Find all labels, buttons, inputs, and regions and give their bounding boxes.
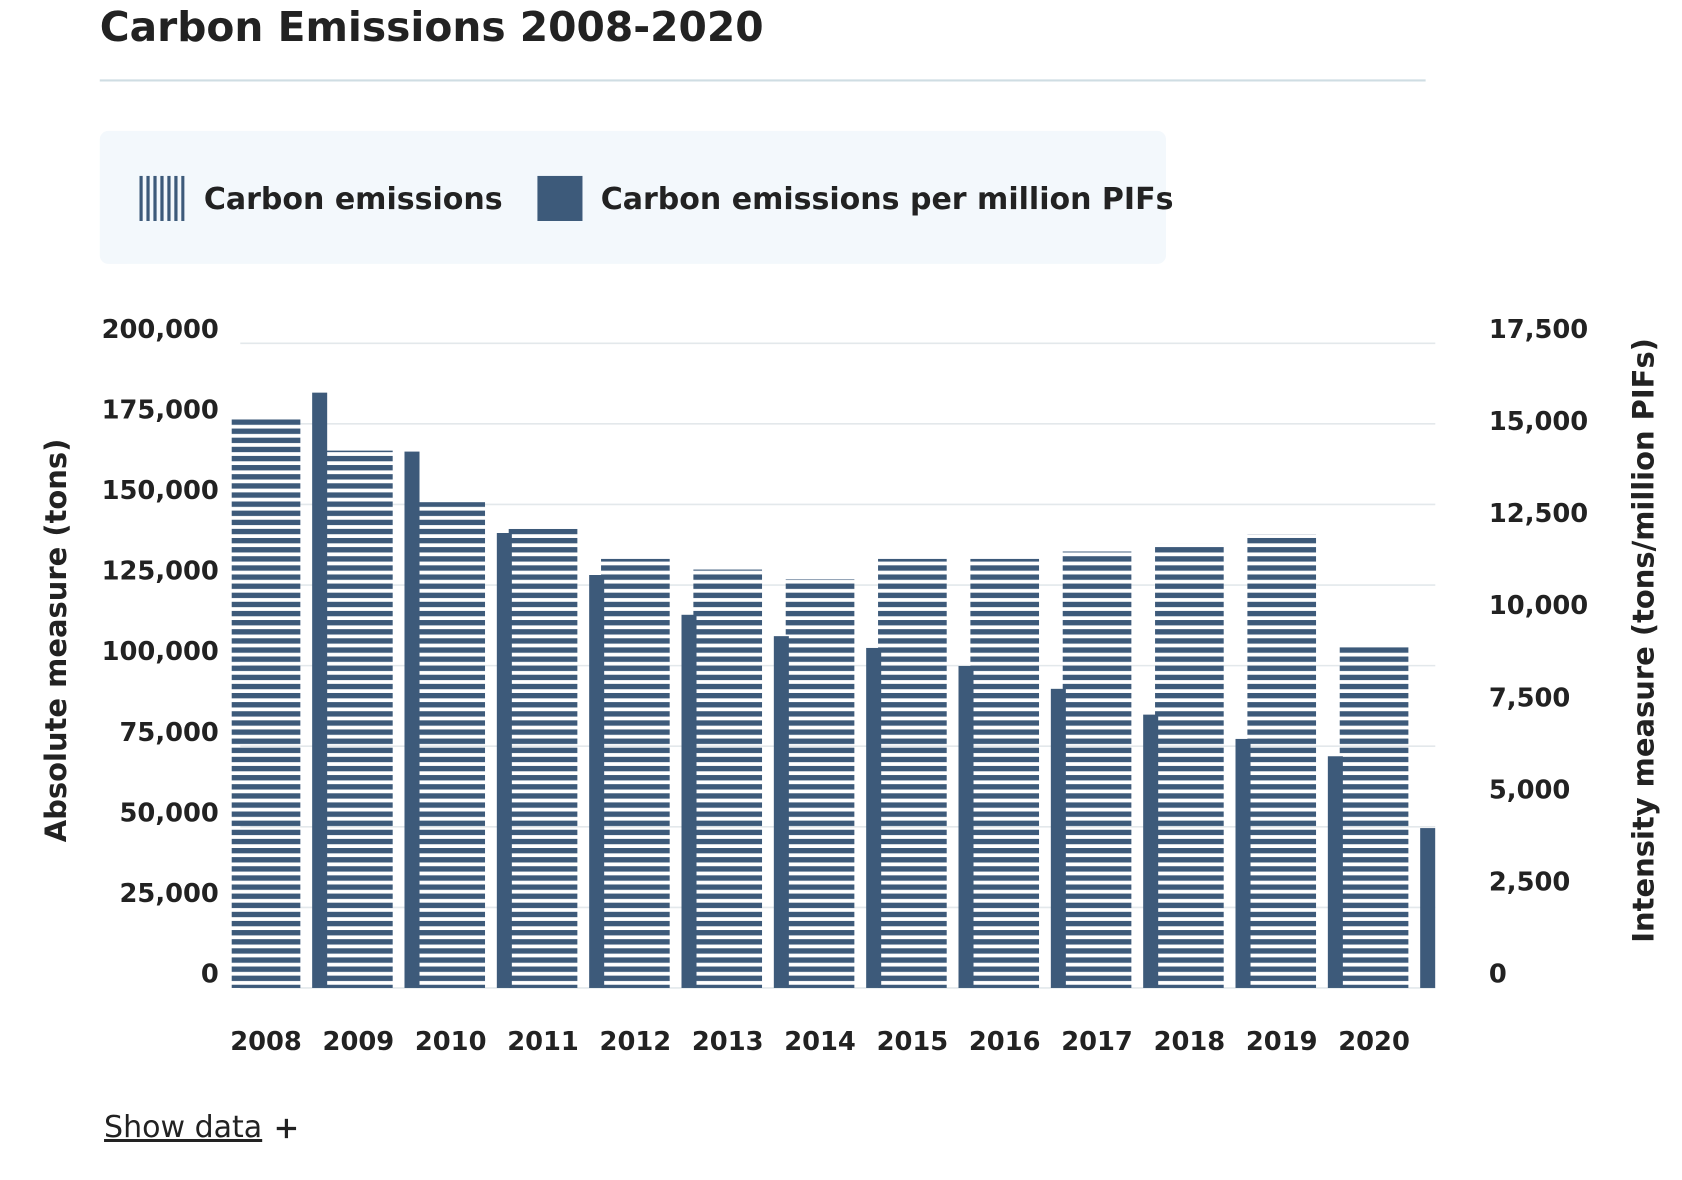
bar xyxy=(508,528,578,988)
y2-axis-label: Intensity measure (tons/million PIFs) xyxy=(1627,338,1661,943)
bar xyxy=(404,451,420,988)
x-tick-label: 2012 xyxy=(600,1027,672,1057)
y-tick-label: 125,000 xyxy=(102,557,219,587)
x-tick-label: 2019 xyxy=(1246,1027,1318,1057)
legend xyxy=(99,130,1167,264)
bar xyxy=(1050,688,1066,988)
x-tick-label: 2016 xyxy=(969,1027,1041,1057)
bar xyxy=(958,665,974,988)
bar xyxy=(693,569,763,988)
plus-icon[interactable] xyxy=(276,1118,297,1139)
bar xyxy=(1247,534,1317,988)
y-tick-label: 175,000 xyxy=(102,395,219,425)
x-tick-label: 2017 xyxy=(1061,1027,1133,1057)
y2-tick-label: 7,500 xyxy=(1489,683,1570,713)
y2-tick-label: 17,500 xyxy=(1489,315,1588,345)
bar xyxy=(1235,738,1251,988)
y-axis-label: Absolute measure (tons) xyxy=(39,439,73,843)
bar xyxy=(589,574,605,988)
x-tick-label: 2010 xyxy=(415,1027,487,1057)
x-tick-label: 2014 xyxy=(784,1027,856,1057)
bar xyxy=(866,647,882,988)
legend-swatch xyxy=(537,175,583,221)
bar xyxy=(312,392,328,988)
bar xyxy=(1143,714,1159,988)
y-tick-label: 150,000 xyxy=(102,476,219,506)
bar xyxy=(773,636,789,988)
y2-tick-label: 2,500 xyxy=(1489,868,1570,898)
bar xyxy=(601,558,670,988)
bar xyxy=(1339,644,1409,988)
y2-tick-label: 10,000 xyxy=(1489,591,1588,621)
show-data-link[interactable]: Show data xyxy=(104,1110,262,1145)
bar xyxy=(1327,756,1343,988)
y-tick-label: 75,000 xyxy=(120,718,219,748)
y-tick-label: 100,000 xyxy=(102,637,219,667)
x-tick-label: 2015 xyxy=(877,1027,949,1057)
y-tick-label: 200,000 xyxy=(102,315,219,345)
bar xyxy=(1062,551,1132,988)
legend-label: Carbon emissions per million PIFs xyxy=(601,182,1174,217)
x-tick-label: 2009 xyxy=(323,1027,395,1057)
y-tick-label: 50,000 xyxy=(120,798,219,828)
y2-tick-label: 12,500 xyxy=(1489,499,1588,529)
y2-tick-label: 5,000 xyxy=(1489,775,1570,805)
x-tick-label: 2018 xyxy=(1154,1027,1226,1057)
x-tick-label: 2013 xyxy=(692,1027,764,1057)
chart-title: Carbon Emissions 2008-2020 xyxy=(100,3,764,51)
x-tick-label: 2020 xyxy=(1338,1027,1410,1057)
y-tick-label: 25,000 xyxy=(120,879,219,909)
y2-tick-label: 15,000 xyxy=(1489,407,1588,437)
bar xyxy=(1155,543,1224,988)
bar xyxy=(681,614,697,988)
y2-tick-label: 0 xyxy=(1489,960,1507,990)
bar xyxy=(878,558,947,988)
bar xyxy=(496,533,512,988)
bar xyxy=(1420,828,1436,988)
bar xyxy=(324,450,393,988)
legend-swatch xyxy=(139,175,185,221)
bar xyxy=(416,502,486,988)
bar xyxy=(970,558,1040,988)
x-tick-label: 2011 xyxy=(507,1027,579,1057)
x-tick-label: 2008 xyxy=(230,1027,302,1057)
legend-label: Carbon emissions xyxy=(204,182,503,217)
bar xyxy=(231,419,301,988)
y-tick-label: 0 xyxy=(201,960,219,990)
bar xyxy=(785,579,855,988)
